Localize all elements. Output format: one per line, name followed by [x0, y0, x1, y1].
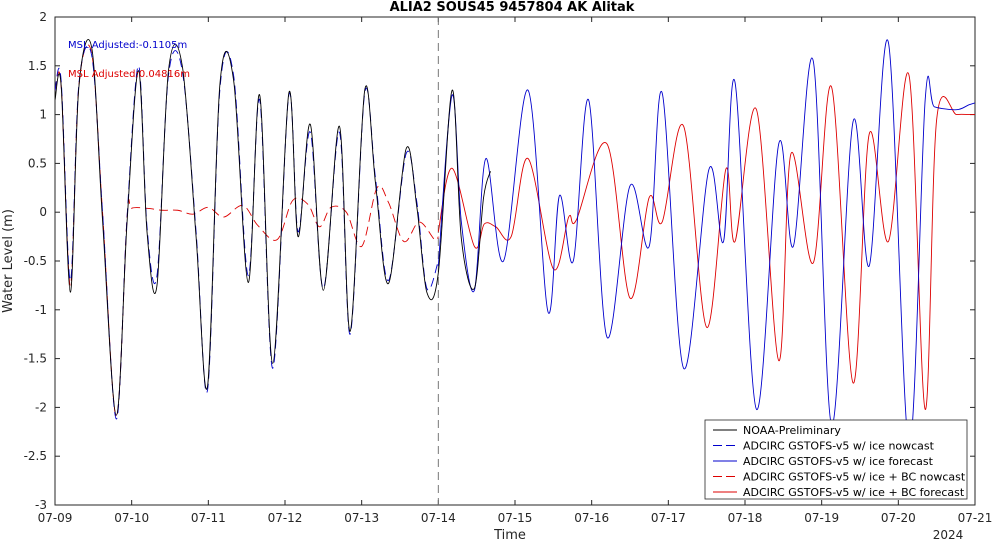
y-tick-label: 0.5 [28, 156, 47, 170]
x-tick-label: 07-15 [498, 511, 533, 525]
legend-label-2: ADCIRC GSTOFS-v5 w/ ice forecast [743, 455, 934, 468]
legend: NOAA-Preliminary ADCIRC GSTOFS-v5 w/ ice … [704, 419, 968, 500]
x-tick-label: 07-09 [38, 511, 73, 525]
y-tick-label: -1 [35, 303, 47, 317]
y-axis-ticks: -3 -2.5 -2 -1.5 -1 -0.5 0 0.5 1 1.5 2 [24, 10, 975, 512]
legend-label-4: ADCIRC GSTOFS-v5 w/ ice + BC forecast [743, 486, 965, 499]
x-tick-label: 07-12 [268, 511, 303, 525]
chart-title: ALIA2 SOUS45 9457804 AK Alitak [390, 0, 635, 15]
x-tick-label: 07-18 [728, 511, 763, 525]
series-line-4 [437, 72, 975, 410]
x-tick-label: 07-13 [344, 511, 379, 525]
x-tick-label: 07-17 [651, 511, 686, 525]
series-line-2 [437, 39, 975, 447]
legend-label-1: ADCIRC GSTOFS-v5 w/ ice nowcast [743, 440, 935, 453]
x-tick-label: 07-14 [421, 511, 456, 525]
y-tick-label: -0.5 [24, 254, 47, 268]
x-tick-label: 07-11 [191, 511, 226, 525]
year-label: 2024 [933, 528, 964, 541]
x-tick-label: 07-19 [804, 511, 839, 525]
annotation-msl-blue: MSL Adjusted:-0.1105m [68, 40, 187, 51]
y-tick-label: 1.5 [28, 59, 47, 73]
y-tick-label: -1.5 [24, 352, 47, 366]
y-tick-label: 0 [39, 205, 47, 219]
annotation-msl-red: MSL Adjusted:0.04816m [68, 69, 190, 80]
x-tick-label: 07-16 [574, 511, 609, 525]
y-tick-label: -3 [35, 498, 47, 512]
y-tick-label: -2.5 [24, 449, 47, 463]
x-tick-label: 07-10 [114, 511, 149, 525]
series-layer [55, 39, 975, 447]
y-tick-label: 1 [39, 108, 47, 122]
y-tick-label: -2 [35, 400, 47, 414]
legend-label-3: ADCIRC GSTOFS-v5 w/ ice + BC nowcast [743, 471, 966, 484]
x-axis-ticks: 07-09 07-10 07-11 07-12 07-13 07-14 07-15 07-16… [38, 17, 992, 525]
x-axis-label: Time [493, 528, 526, 541]
x-tick-label: 07-20 [881, 511, 916, 525]
series-line-0 [55, 39, 491, 416]
x-tick-label: 07-21 [958, 511, 992, 525]
legend-label-0: NOAA-Preliminary [743, 424, 841, 437]
legend-box [704, 419, 968, 500]
y-tick-label: 2 [39, 10, 47, 24]
y-axis-label: Water Level (m) [1, 209, 16, 313]
